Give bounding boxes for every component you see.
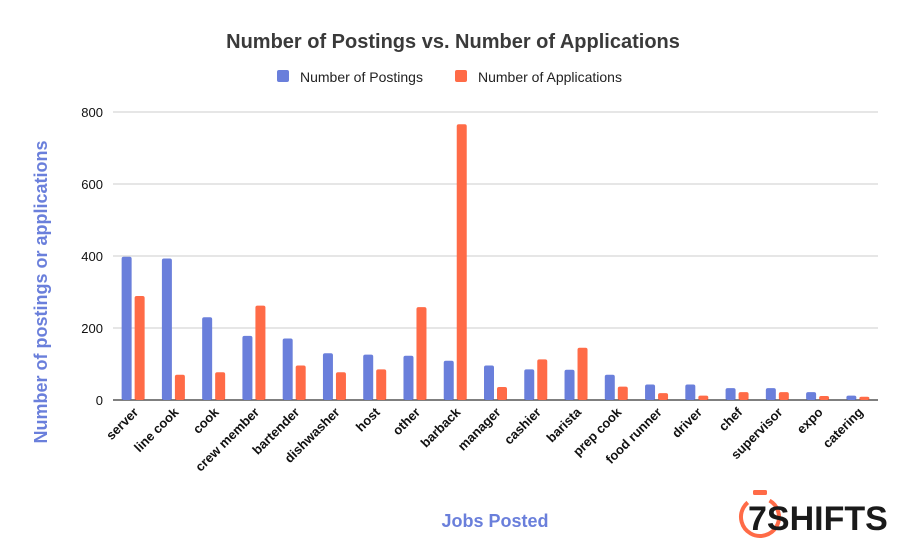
- bar-postings-manager: [484, 365, 494, 400]
- bar-postings-bartender: [282, 338, 293, 400]
- x-tick-label: catering: [820, 404, 866, 450]
- x-tick-label: host: [353, 404, 383, 434]
- bar-postings-dishwasher: [322, 353, 333, 400]
- legend-swatch-applications: [455, 70, 467, 82]
- bar-postings-prep-cook: [604, 374, 615, 400]
- x-axis-title: Jobs Posted: [441, 511, 548, 531]
- bar-postings-expo: [806, 392, 817, 400]
- bar-applications-prep-cook: [617, 386, 628, 400]
- bar-applications-bartender: [295, 365, 306, 400]
- bar-applications-other: [416, 307, 427, 400]
- bar-applications-crew-member: [255, 305, 266, 400]
- bar-postings-other: [403, 355, 414, 400]
- bar-applications-barback: [456, 124, 467, 401]
- bar-postings-cashier: [524, 369, 535, 400]
- legend: Number of Postings Number of Application…: [277, 69, 622, 85]
- y-tick-label: 800: [81, 105, 103, 120]
- bar-applications-manager: [497, 387, 507, 400]
- bar-applications-supervisor: [778, 392, 789, 400]
- bar-applications-server: [134, 295, 145, 400]
- gridlines: [113, 111, 878, 401]
- bar-postings-chef: [725, 388, 736, 400]
- legend-swatch-postings: [277, 70, 289, 82]
- x-tick-label: cashier: [501, 405, 544, 448]
- x-tick-label: driver: [669, 405, 705, 441]
- y-tick-label: 0: [96, 393, 103, 408]
- bar-applications-cashier: [537, 359, 548, 400]
- x-tick-label: manager: [455, 405, 504, 454]
- logo: 7SHIFTS: [739, 490, 888, 538]
- logo-text: 7SHIFTS: [748, 500, 888, 538]
- bar-applications-catering: [859, 396, 870, 400]
- bar-postings-cook: [202, 317, 213, 400]
- bar-postings-line-cook: [161, 258, 172, 400]
- bar-applications-line-cook: [174, 374, 185, 400]
- y-axis-ticks: 0 200 400 600 800: [81, 105, 103, 408]
- stopwatch-icon: [739, 490, 781, 538]
- bar-postings-barista: [564, 369, 575, 400]
- bar-postings-server: [121, 256, 132, 400]
- x-tick-label: other: [390, 405, 424, 439]
- y-tick-label: 200: [81, 321, 103, 336]
- bar-applications-cook: [215, 372, 226, 400]
- legend-label-postings: Number of Postings: [300, 69, 423, 85]
- x-tick-label: server: [103, 405, 141, 443]
- bar-postings-food-runner: [645, 384, 656, 400]
- bar-postings-driver: [685, 384, 696, 400]
- bar-postings-supervisor: [765, 388, 776, 400]
- bar-applications-host: [376, 369, 387, 400]
- x-tick-label: cook: [190, 404, 223, 437]
- bars: [121, 124, 870, 401]
- bar-postings-host: [363, 354, 374, 400]
- bar-postings-barback: [443, 360, 454, 400]
- x-tick-label: line cook: [131, 404, 182, 455]
- x-tick-label: expo: [794, 404, 826, 436]
- y-tick-label: 400: [81, 249, 103, 264]
- bar-applications-chef: [738, 392, 749, 400]
- bar-applications-dishwasher: [335, 372, 346, 400]
- x-tick-label: chef: [716, 404, 746, 434]
- bar-applications-barista: [577, 347, 588, 400]
- y-axis-title: Number of postings or applications: [31, 140, 51, 443]
- bar-postings-catering: [846, 395, 857, 400]
- bar-applications-driver: [698, 395, 709, 400]
- chart-title: Number of Postings vs. Number of Applica…: [226, 31, 680, 53]
- bar-applications-expo: [819, 396, 830, 400]
- bar-postings-crew-member: [242, 335, 253, 400]
- legend-label-applications: Number of Applications: [478, 69, 622, 85]
- y-tick-label: 600: [81, 177, 103, 192]
- bar-applications-food-runner: [658, 393, 669, 400]
